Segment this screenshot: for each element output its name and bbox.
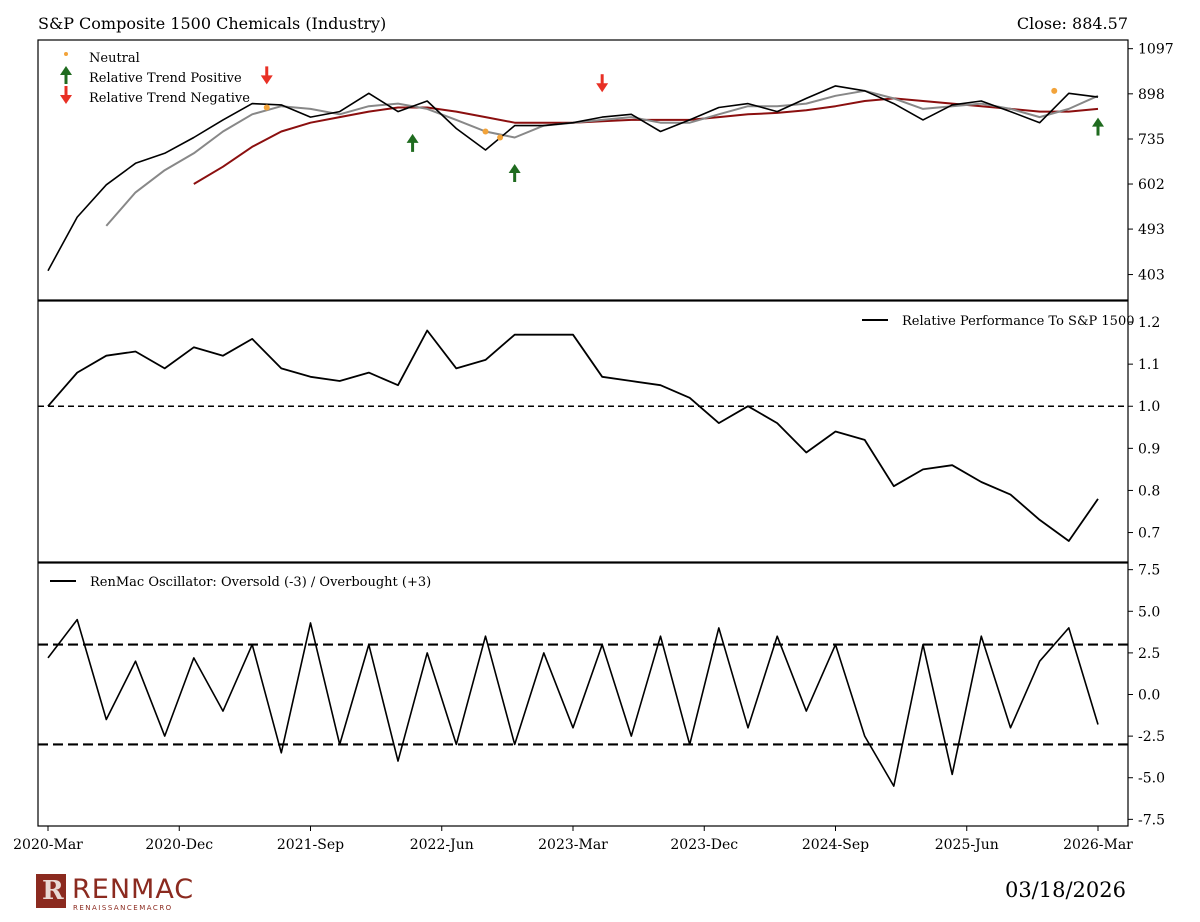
x-tick-label: 2025-Jun xyxy=(935,837,999,853)
chart-date: 03/18/2026 xyxy=(1004,878,1126,902)
neutral-point xyxy=(497,134,504,141)
legend-label: Relative Trend Positive xyxy=(89,71,242,86)
price-line xyxy=(47,85,1099,272)
legend-neutral-dot xyxy=(64,52,68,56)
y-tick-label: 0.9 xyxy=(1138,441,1160,457)
y-tick-label: 1097 xyxy=(1138,42,1174,58)
legend-negative-arrow-head xyxy=(60,95,72,104)
chart-title: S&P Composite 1500 Chemicals (Industry) xyxy=(38,14,387,33)
y-tick-label: 0.0 xyxy=(1138,688,1160,704)
signal-positive-arrow-head xyxy=(406,133,419,143)
signal-positive-arrow-head xyxy=(1092,117,1104,127)
neutral-point xyxy=(1051,87,1058,94)
renmac-logo: R RENMAC RENAISSANCEMACRO xyxy=(36,874,236,914)
neutral-point xyxy=(482,128,489,135)
y-tick-label: -5.0 xyxy=(1138,771,1165,787)
y-tick-label: 1.0 xyxy=(1138,399,1160,415)
x-tick-label: 2020-Mar xyxy=(13,837,83,853)
legend-label: Relative Trend Negative xyxy=(89,91,250,106)
y-tick-label: 735 xyxy=(1138,132,1165,148)
panel-frame-1 xyxy=(37,39,1129,301)
y-tick-label: -2.5 xyxy=(1138,729,1165,745)
y-tick-label: 7.5 xyxy=(1138,563,1160,579)
x-tick-label: 2020-Dec xyxy=(145,837,213,853)
long-moving-average-line xyxy=(193,97,1099,185)
signal-negative-arrow xyxy=(260,66,273,85)
signal-negative-arrow xyxy=(596,74,609,93)
chart-canvas: 1097 898 735 602 493 403 Neutral Relative Trend… xyxy=(13,39,1174,853)
panel-frame-2 xyxy=(37,300,1129,563)
y-tick-label: 0.8 xyxy=(1138,483,1160,499)
signal-positive-arrow xyxy=(508,164,521,183)
signal-positive-arrow xyxy=(1092,117,1104,136)
y-tick-label: 602 xyxy=(1138,177,1165,193)
legend-label: Neutral xyxy=(89,51,140,66)
y-tick-label: 2.5 xyxy=(1138,646,1160,662)
signal-positive-arrow xyxy=(406,133,419,152)
logo-mark: R xyxy=(36,874,66,908)
relative-performance-line xyxy=(47,329,1099,542)
y-tick-label: 0.7 xyxy=(1138,526,1160,542)
legend-negative-arrow xyxy=(60,86,72,104)
x-tick-label: 2022-Jun xyxy=(410,837,474,853)
close-value: Close: 884.57 xyxy=(1016,14,1128,33)
y-tick-label: 898 xyxy=(1138,87,1165,103)
x-tick-label: 2021-Sep xyxy=(277,837,344,853)
signal-positive-arrow-head xyxy=(508,164,521,174)
logo-subtitle: RENAISSANCEMACRO xyxy=(73,904,173,912)
logo-brand: RENMAC xyxy=(72,874,195,905)
signal-negative-arrow-head xyxy=(260,75,273,85)
x-tick-label: 2023-Mar xyxy=(538,837,608,853)
y-tick-label: 493 xyxy=(1138,222,1165,238)
signal-negative-arrow-head xyxy=(596,83,609,93)
panel-frame-3 xyxy=(37,562,1129,827)
legend-oscillator-label: RenMac Oscillator: Oversold (-3) / Overb… xyxy=(90,575,431,590)
legend-positive-arrow-head xyxy=(60,66,72,75)
neutral-point xyxy=(263,104,270,111)
y-tick-label: 403 xyxy=(1138,268,1165,284)
short-moving-average-line xyxy=(105,89,1099,227)
y-tick-label: 5.0 xyxy=(1138,604,1160,620)
x-tick-label: 2026-Mar xyxy=(1063,837,1133,853)
y-tick-label: 1.2 xyxy=(1138,315,1160,331)
legend-positive-arrow xyxy=(60,66,72,84)
x-tick-label: 2023-Dec xyxy=(670,837,738,853)
legend-relative-label: Relative Performance To S&P 1500 xyxy=(902,314,1134,329)
y-tick-label: -7.5 xyxy=(1138,812,1165,828)
y-tick-label: 1.1 xyxy=(1138,357,1160,373)
oscillator-line xyxy=(47,618,1099,787)
x-tick-label: 2024-Sep xyxy=(802,837,869,853)
